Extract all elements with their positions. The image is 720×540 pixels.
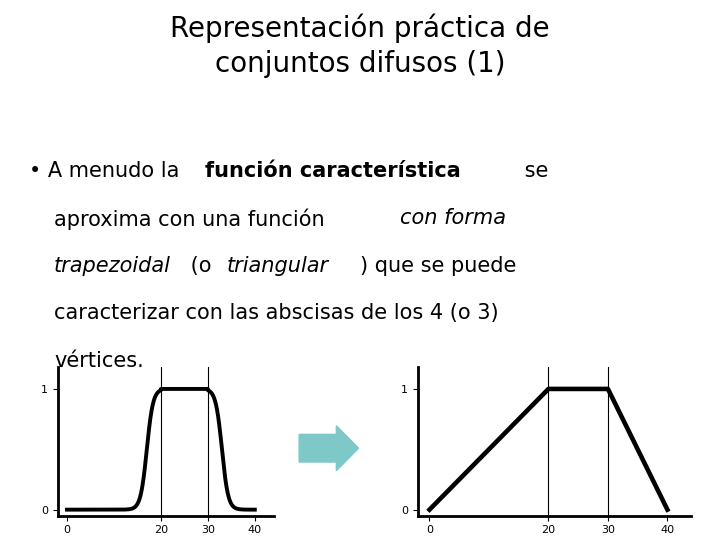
- Text: (o: (o: [184, 256, 217, 276]
- Text: triangular: triangular: [227, 256, 329, 276]
- Text: trapezoidal: trapezoidal: [54, 256, 171, 276]
- Text: se: se: [518, 161, 549, 181]
- Text: • A menudo la: • A menudo la: [29, 161, 186, 181]
- Text: Representación práctica de
conjuntos difusos (1): Representación práctica de conjuntos dif…: [170, 14, 550, 78]
- Text: con forma: con forma: [400, 208, 505, 228]
- Text: vértices.: vértices.: [54, 351, 144, 371]
- Text: función característica: función característica: [205, 161, 461, 181]
- FancyArrow shape: [300, 426, 359, 471]
- Text: caracterizar con las abscisas de los 4 (o 3): caracterizar con las abscisas de los 4 (…: [54, 303, 499, 323]
- Text: ) que se puede: ) que se puede: [360, 256, 516, 276]
- Text: aproxima con una función: aproxima con una función: [54, 208, 331, 230]
